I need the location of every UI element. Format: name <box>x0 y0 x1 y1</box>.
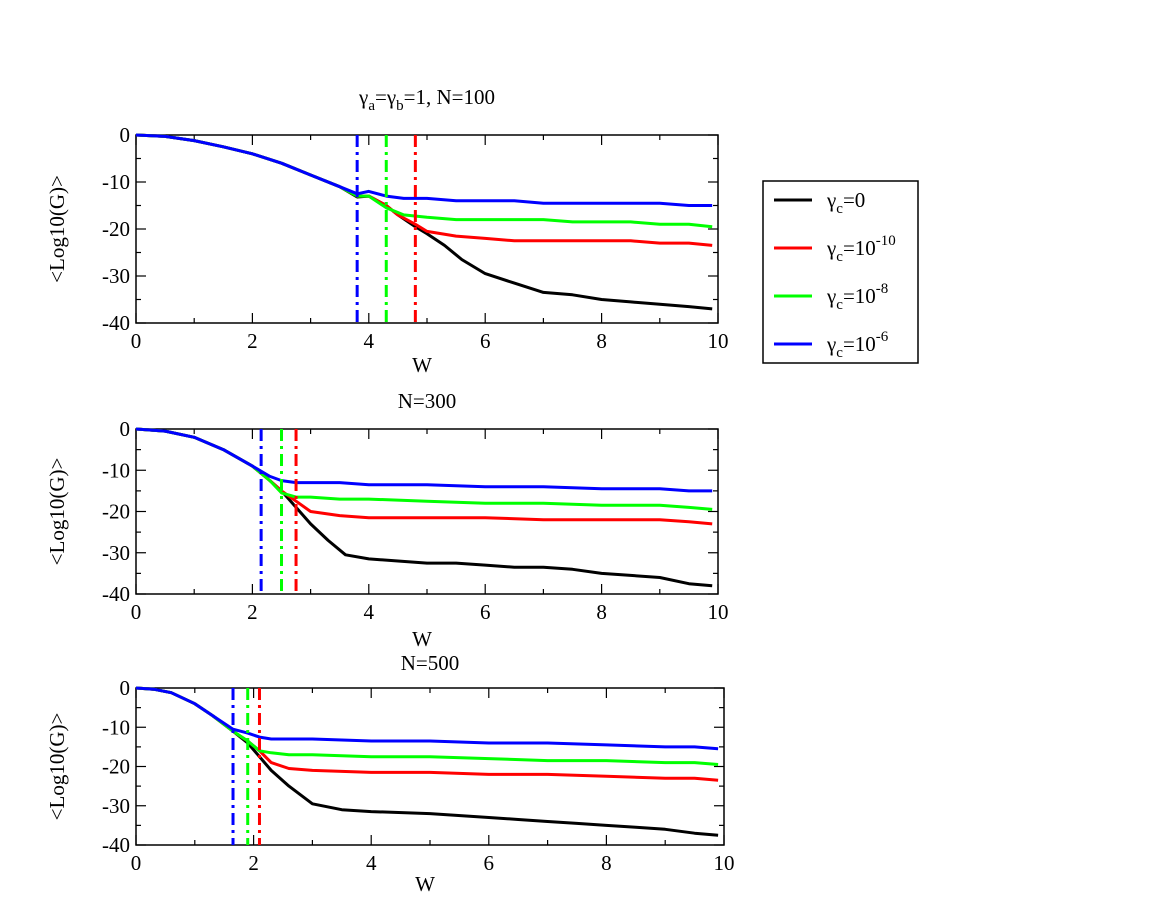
series-line-3 <box>136 686 719 766</box>
x-axis-label: W <box>412 627 432 651</box>
chart-panels: 0 2 4 6 8 10 0 -10 -20 -30 -40 γa=γb=1, N=100 W <Log1… <box>45 85 735 896</box>
x-tick-label: 6 <box>480 329 491 353</box>
y-tick-label: -40 <box>102 833 130 857</box>
chart-panel-1: 0 2 4 6 8 10 0 -10 -20 -30 -40 γa=γb=1, N=100 W <Log1… <box>45 85 729 377</box>
series-line-2 <box>136 133 713 247</box>
panel-title: N=300 <box>398 389 457 413</box>
y-tick-label: -10 <box>102 458 130 482</box>
x-tick-label: 10 <box>708 600 729 624</box>
y-tick-label: 0 <box>120 417 131 441</box>
legend-item-2: γc=10-10 <box>774 233 896 265</box>
plot-frame <box>135 687 725 846</box>
legend-label: γc=10-8 <box>826 281 888 313</box>
y-tick-label: -30 <box>102 541 130 565</box>
y-tick-label: -20 <box>102 217 130 241</box>
x-tick-label: 4 <box>366 851 377 875</box>
x-tick-label: 0 <box>131 329 142 353</box>
series-line-2 <box>136 686 719 782</box>
y-tick-label: -10 <box>102 170 130 194</box>
legend-box <box>762 180 919 364</box>
legend-item-1: γc=0 <box>774 188 865 217</box>
y-tick-label: -30 <box>102 794 130 818</box>
y-axis-label: <Log10(G)> <box>45 458 69 566</box>
series-line-4 <box>136 427 713 493</box>
x-tick-label: 4 <box>364 329 375 353</box>
y-tick-label: 0 <box>120 676 131 700</box>
y-tick-label: -20 <box>102 500 130 524</box>
y-tick-label: -40 <box>102 311 130 335</box>
chart-panel-2: 0 2 4 6 8 10 0 -10 -20 -30 -40 N=300 W <Log10(G)> <box>45 389 729 651</box>
panel-title: N=500 <box>401 651 460 675</box>
y-tick-label: -20 <box>102 755 130 779</box>
series-line-3 <box>136 133 713 229</box>
plot-frame <box>135 428 719 595</box>
x-axis-label: W <box>415 872 435 896</box>
x-tick-label: 2 <box>247 600 258 624</box>
y-tick-label: 0 <box>120 123 131 147</box>
x-tick-label: 6 <box>480 600 491 624</box>
x-tick-label: 2 <box>248 851 259 875</box>
legend-item-3: γc=10-8 <box>774 281 888 313</box>
chart-panel-3: 0 2 4 6 8 10 0 -10 -20 -30 -40 N=500 W <Log10(G)> <box>45 651 735 896</box>
series-line-4 <box>136 133 713 207</box>
plot-area <box>136 427 713 594</box>
y-tick-label: -10 <box>102 715 130 739</box>
plot-area <box>136 686 719 845</box>
x-tick-label: 4 <box>364 600 375 624</box>
x-tick-label: 8 <box>596 600 607 624</box>
x-axis-label: W <box>412 353 432 377</box>
y-tick-label: -30 <box>102 264 130 288</box>
legend-label: γc=10-6 <box>826 329 889 361</box>
y-axis-label: <Log10(G)> <box>45 713 69 821</box>
legend-label: γc=0 <box>826 188 865 217</box>
y-axis-label: <Log10(G)> <box>45 175 69 283</box>
plot-area <box>136 133 713 323</box>
x-tick-label: 0 <box>131 851 142 875</box>
legend: γc=0 γc=10-10 γc=10-8 γc=10-6 <box>762 180 919 364</box>
series-line-3 <box>136 427 713 511</box>
series-line-4 <box>136 686 719 751</box>
x-tick-label: 2 <box>247 329 258 353</box>
x-tick-label: 8 <box>601 851 612 875</box>
plot-frame <box>135 134 719 324</box>
y-tick-label: -40 <box>102 582 130 606</box>
series-line-2 <box>136 427 713 526</box>
panel-title: γa=γb=1, N=100 <box>358 85 495 114</box>
series-line-1 <box>136 427 713 588</box>
legend-label: γc=10-10 <box>826 233 896 265</box>
x-tick-label: 6 <box>484 851 495 875</box>
x-tick-label: 10 <box>714 851 735 875</box>
x-tick-label: 10 <box>708 329 729 353</box>
x-tick-label: 0 <box>131 600 142 624</box>
legend-item-4: γc=10-6 <box>774 329 889 361</box>
x-tick-label: 8 <box>596 329 607 353</box>
